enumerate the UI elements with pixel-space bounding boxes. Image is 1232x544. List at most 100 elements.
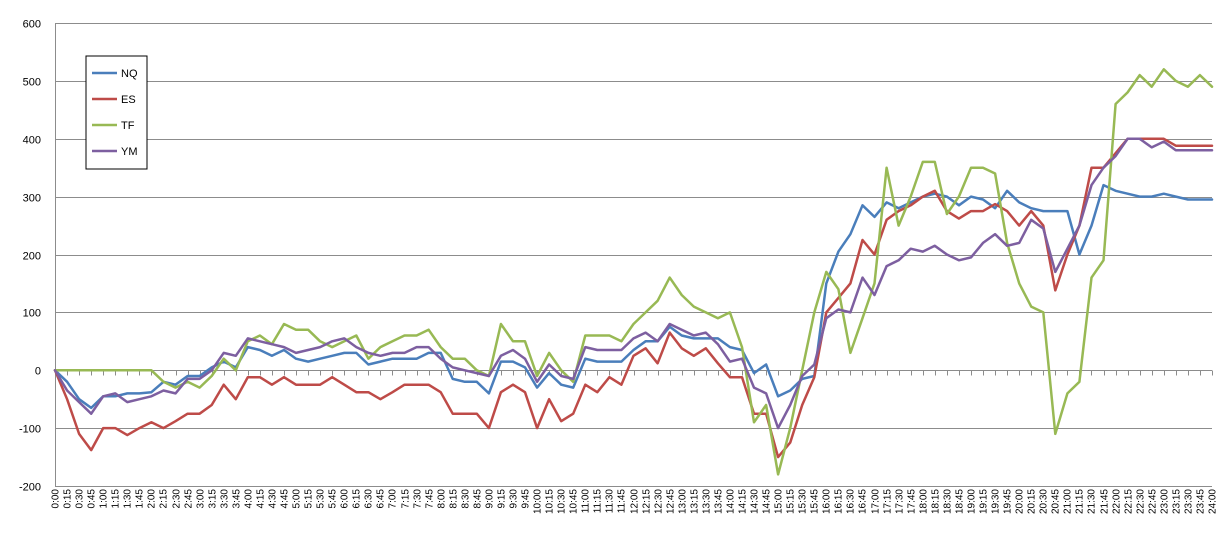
x-tick-label: 18:15	[931, 489, 942, 514]
x-tick-label: 23:30	[1184, 489, 1195, 514]
x-tick-label: 6:00	[340, 489, 351, 509]
series-line-nq	[53, 183, 1214, 410]
y-tick-label: -200	[19, 482, 41, 494]
x-tick-label: 4:15	[256, 489, 267, 509]
x-tick-label: 10:30	[557, 489, 568, 514]
legend-label-nq: NQ	[121, 68, 138, 80]
series-lines	[53, 68, 1214, 476]
x-tick-label: 9:00	[485, 489, 496, 509]
x-tick-label: 6:15	[352, 489, 363, 509]
x-tick-label: 23:45	[1196, 489, 1207, 514]
x-tick-label: 23:00	[1160, 489, 1171, 514]
x-tick-label: 17:15	[883, 489, 894, 514]
x-tick-label: 14:45	[762, 489, 773, 514]
legend-label-ym: YM	[121, 146, 138, 158]
x-tick-label: 19:45	[1003, 489, 1014, 514]
x-tick-label: 24:00	[1208, 489, 1219, 514]
x-tick-label: 0:00	[51, 489, 62, 509]
x-tick-label: 15:00	[774, 489, 785, 514]
x-tick-label: 21:15	[1075, 489, 1086, 514]
y-tick-label: 600	[23, 19, 41, 31]
x-tick-label: 13:30	[702, 489, 713, 514]
x-tick-label: 15:45	[810, 489, 821, 514]
x-tick-label: 21:30	[1087, 489, 1098, 514]
y-tick-label: 500	[23, 77, 41, 89]
y-tick-label: 400	[23, 135, 41, 147]
x-tick-label: 12:45	[666, 489, 677, 514]
y-tick-label: 300	[23, 193, 41, 205]
x-tick-label: 3:45	[232, 489, 243, 509]
x-tick-label: 8:15	[449, 489, 460, 509]
x-tick-label: 5:15	[304, 489, 315, 509]
x-tick-label: 3:00	[196, 489, 207, 509]
x-tick-label: 20:30	[1039, 489, 1050, 514]
x-tick-label: 0:30	[75, 489, 86, 509]
x-tick-label: 6:30	[364, 489, 375, 509]
x-tick-label: 0:45	[87, 489, 98, 509]
x-tick-label: 12:15	[642, 489, 653, 514]
x-tick-label: 22:15	[1124, 489, 1135, 514]
x-tick-label: 7:30	[413, 489, 424, 509]
x-tick-label: 11:30	[605, 489, 616, 514]
x-tick-label: 9:15	[497, 489, 508, 509]
y-tick-label: -100	[19, 424, 41, 436]
x-tick-label: 22:00	[1112, 489, 1123, 514]
x-tick-label: 18:45	[955, 489, 966, 514]
x-tick-label: 10:00	[533, 489, 544, 514]
x-tick-label: 7:15	[401, 489, 412, 509]
x-tick-label: 10:45	[569, 489, 580, 514]
y-tick-label: 100	[23, 308, 41, 320]
x-tick-label: 4:30	[268, 489, 279, 509]
x-tick-label: 17:45	[907, 489, 918, 514]
x-tick-label: 12:00	[630, 489, 641, 514]
x-tick-label: 11:45	[617, 489, 628, 514]
x-tick-label: 16:45	[858, 489, 869, 514]
x-tick-label: 22:45	[1148, 489, 1159, 514]
x-tick-label: 7:45	[425, 489, 436, 509]
series-line-es	[53, 137, 1214, 459]
y-tick-label: 200	[23, 251, 41, 263]
x-tick-label: 8:00	[437, 489, 448, 509]
gridlines	[55, 23, 1212, 487]
x-tick-label: 1:15	[111, 489, 122, 509]
x-tick-label: 18:30	[943, 489, 954, 514]
x-tick-label: 13:45	[714, 489, 725, 514]
x-tick-label: 2:45	[184, 489, 195, 509]
x-tick-label: 16:00	[822, 489, 833, 514]
x-tick-label: 13:00	[678, 489, 689, 514]
x-tick-label: 9:45	[521, 489, 532, 509]
x-tick-label: 16:30	[846, 489, 857, 514]
x-tick-label: 8:30	[461, 489, 472, 509]
x-tick-label: 5:45	[328, 489, 339, 509]
x-tick-label: 2:30	[172, 489, 183, 509]
y-tick-label: 0	[35, 366, 41, 378]
x-tick-label: 14:15	[738, 489, 749, 514]
x-tick-label: 11:00	[581, 489, 592, 514]
x-tick-label: 5:30	[316, 489, 327, 509]
x-tick-label: 17:00	[871, 489, 882, 514]
x-tick-label: 9:30	[509, 489, 520, 509]
x-tick-label: 19:30	[991, 489, 1002, 514]
x-tick-label: 21:00	[1063, 489, 1074, 514]
x-tick-label: 20:15	[1027, 489, 1038, 514]
x-tick-label: 7:00	[388, 489, 399, 509]
x-tick-label: 10:15	[545, 489, 556, 514]
x-tick-label: 13:15	[690, 489, 701, 514]
x-tick-label: 17:30	[895, 489, 906, 514]
x-tick-label: 4:00	[244, 489, 255, 509]
x-tick-label: 15:15	[786, 489, 797, 514]
x-tick-label: 5:00	[292, 489, 303, 509]
x-tick-label: 18:00	[919, 489, 930, 514]
x-tick-label: 1:00	[99, 489, 110, 509]
x-tick-label: 20:45	[1051, 489, 1062, 514]
x-tick-label: 11:15	[593, 489, 604, 514]
x-tick-label: 16:15	[834, 489, 845, 514]
x-tick-label: 6:45	[376, 489, 387, 509]
x-tick-label: 12:30	[654, 489, 665, 514]
x-tick-label: 19:15	[979, 489, 990, 514]
x-tick-label: 14:30	[750, 489, 761, 514]
x-tick-label: 3:15	[208, 489, 219, 509]
x-tick-label: 22:30	[1136, 489, 1147, 514]
x-tick-label: 3:30	[220, 489, 231, 509]
x-tick-label: 2:00	[147, 489, 158, 509]
